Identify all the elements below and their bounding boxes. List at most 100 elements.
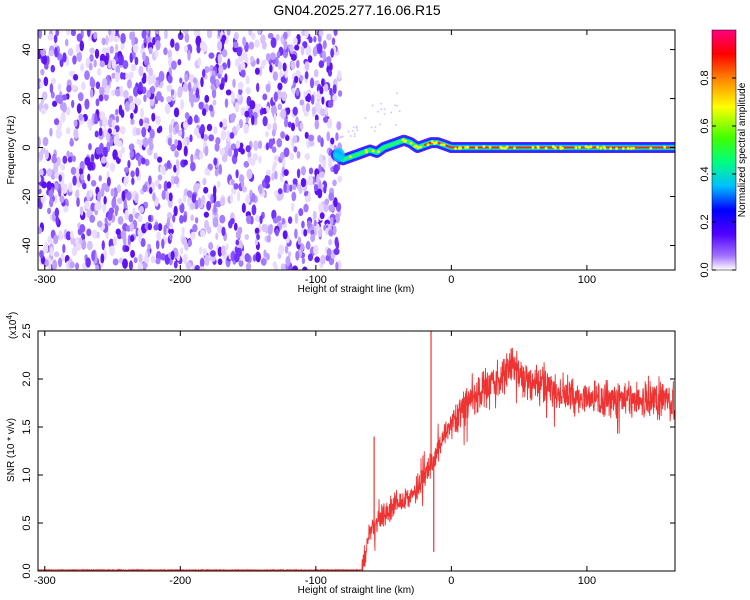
noise-speck — [166, 217, 171, 228]
noise-speck — [94, 48, 100, 59]
snr-scale-suffix: ) — [8, 312, 19, 315]
signal-track-dot — [482, 145, 486, 148]
noise-speck — [171, 60, 177, 70]
noise-speck — [139, 118, 144, 127]
noise-speck — [78, 237, 83, 245]
noise-speck — [289, 45, 294, 52]
noise-speck — [99, 53, 106, 64]
noise-speck — [149, 99, 155, 107]
noise-speck — [134, 96, 138, 104]
noise-speck — [187, 81, 192, 92]
noise-speck — [128, 72, 133, 80]
snr-y-ticks: 0.0 0.5 1.0 1.5 2.0 2.5 — [21, 323, 675, 579]
noise-speck — [199, 126, 203, 135]
noise-speck — [95, 98, 100, 107]
noise-speck — [79, 224, 86, 233]
noise-speck — [280, 263, 287, 270]
noise-speck — [161, 190, 167, 200]
noise-speck — [328, 204, 335, 212]
noise-speck — [235, 169, 239, 179]
noise-speck — [111, 58, 117, 70]
noise-speck — [287, 121, 292, 128]
noise-speck — [62, 243, 66, 254]
noise-speck — [110, 188, 115, 197]
noise-speck — [69, 230, 74, 240]
noise-speck — [120, 126, 126, 135]
noise-speck — [142, 51, 146, 61]
noise-speck — [280, 76, 286, 83]
noise-speck — [227, 147, 233, 157]
noise-speck — [152, 192, 156, 202]
noise-speck — [248, 30, 253, 36]
noise-speck — [197, 197, 202, 207]
noise-speck — [200, 76, 204, 88]
noise-speck — [351, 129, 354, 132]
x-tick-label: -100 — [305, 575, 327, 587]
signal-track-start — [332, 147, 345, 162]
noise-speck — [251, 32, 256, 40]
noise-speck — [109, 45, 114, 54]
noise-speck — [300, 177, 307, 188]
noise-speck — [170, 143, 177, 152]
noise-speck — [271, 146, 277, 153]
noise-speck — [81, 239, 87, 250]
noise-speck — [292, 135, 298, 144]
noise-speck — [42, 136, 49, 147]
noise-speck — [254, 39, 260, 48]
noise-speck — [58, 174, 62, 182]
noise-speck — [313, 244, 319, 255]
noise-speck — [97, 191, 102, 203]
signal-track-dot — [348, 155, 352, 159]
noise-speck — [254, 67, 260, 75]
noise-speck — [314, 119, 320, 130]
noise-speck — [40, 193, 46, 204]
noise-speck — [218, 164, 223, 175]
noise-speck — [316, 42, 323, 54]
noise-speck — [331, 37, 336, 46]
noise-speck — [396, 104, 399, 107]
noise-speck — [180, 247, 184, 255]
noise-speck — [57, 83, 62, 91]
noise-speck — [49, 198, 54, 208]
noise-speck — [170, 38, 175, 48]
noise-speck — [240, 69, 246, 78]
noise-speck — [245, 145, 251, 153]
noise-speck — [356, 129, 359, 132]
y-tick-label: 1.5 — [21, 419, 33, 434]
noise-speck — [280, 131, 286, 139]
noise-speck — [282, 158, 286, 168]
noise-speck — [137, 262, 144, 270]
noise-speck — [48, 50, 54, 57]
noise-speck — [242, 186, 247, 193]
noise-speck — [210, 194, 214, 204]
noise-speck — [57, 257, 63, 268]
noise-speck — [143, 94, 147, 103]
noise-speck — [51, 155, 58, 164]
noise-speck — [237, 226, 243, 235]
noise-speck — [284, 117, 289, 128]
signal-track-dot — [599, 146, 603, 150]
spectrogram-x-ticks: -300 -200 -100 0 100 — [34, 30, 596, 286]
noise-speck — [190, 161, 196, 172]
noise-speck — [61, 183, 68, 194]
noise-speck — [237, 81, 244, 90]
noise-speck — [120, 109, 125, 118]
noise-speck — [190, 153, 194, 165]
noise-speck — [329, 217, 334, 225]
noise-speck — [216, 223, 223, 234]
noise-speck — [277, 61, 282, 71]
noise-speck — [182, 214, 187, 223]
noise-speck — [214, 169, 219, 177]
noise-speck — [79, 40, 85, 52]
noise-speck — [57, 95, 64, 105]
noise-speck — [218, 64, 224, 75]
noise-speck — [177, 32, 184, 41]
noise-speck — [234, 58, 241, 67]
noise-speck — [283, 169, 289, 177]
noise-speck — [295, 250, 300, 261]
noise-speck — [157, 183, 162, 190]
colorbar-tick-label: 0.2 — [699, 214, 711, 229]
noise-speck — [95, 146, 102, 155]
noise-speck — [245, 195, 251, 204]
